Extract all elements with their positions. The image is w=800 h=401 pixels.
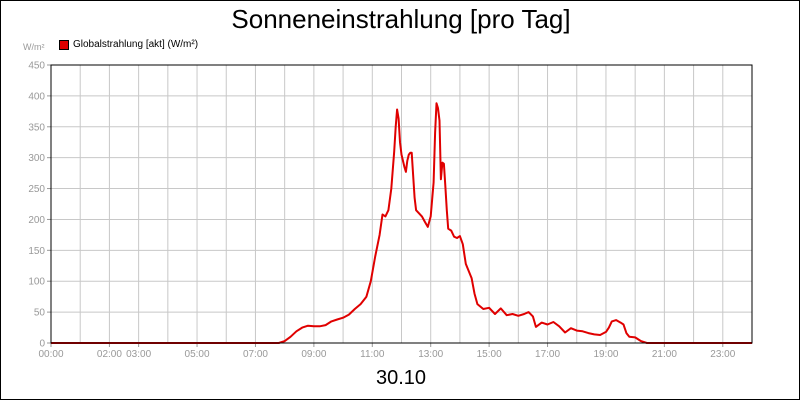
x-tick-label: 07:00	[243, 349, 268, 360]
legend-label: Globalstrahlung [akt] (W/m²)	[73, 39, 199, 50]
chart-title: Sonneneinstrahlung [pro Tag]	[231, 4, 571, 34]
x-tick-label: 17:00	[535, 349, 560, 360]
x-tick-label: 13:00	[418, 349, 443, 360]
x-tick-label: 21:00	[652, 349, 677, 360]
y-tick-label: 100	[28, 277, 45, 288]
x-tick-label: 23:00	[710, 349, 735, 360]
x-tick-label: 15:00	[477, 349, 502, 360]
x-tick-label: 19:00	[593, 349, 618, 360]
y-tick-label: 300	[28, 153, 45, 164]
y-tick-label: 0	[39, 339, 45, 350]
x-tick-label: 00:00	[38, 349, 63, 360]
y-axis-unit-label: W/m²	[23, 42, 45, 52]
legend: Globalstrahlung [akt] (W/m²)	[59, 39, 198, 50]
y-tick-label: 350	[28, 122, 45, 133]
y-tick-label: 50	[34, 308, 46, 319]
y-tick-label: 200	[28, 215, 45, 226]
y-tick-label: 400	[28, 91, 45, 102]
x-tick-label: 02:00	[97, 349, 122, 360]
y-tick-label: 450	[28, 61, 45, 72]
x-tick-label: 11:00	[360, 349, 385, 360]
x-tick-label: 05:00	[185, 349, 210, 360]
x-tick-label: 03:00	[126, 349, 151, 360]
legend-swatch	[59, 39, 69, 50]
series-line	[51, 102, 752, 344]
plot-border	[50, 64, 753, 344]
date-label: 30.10	[375, 367, 427, 389]
x-tick-label: 09:00	[301, 349, 326, 360]
y-tick-label: 250	[28, 184, 45, 195]
y-tick-label: 150	[28, 246, 45, 257]
